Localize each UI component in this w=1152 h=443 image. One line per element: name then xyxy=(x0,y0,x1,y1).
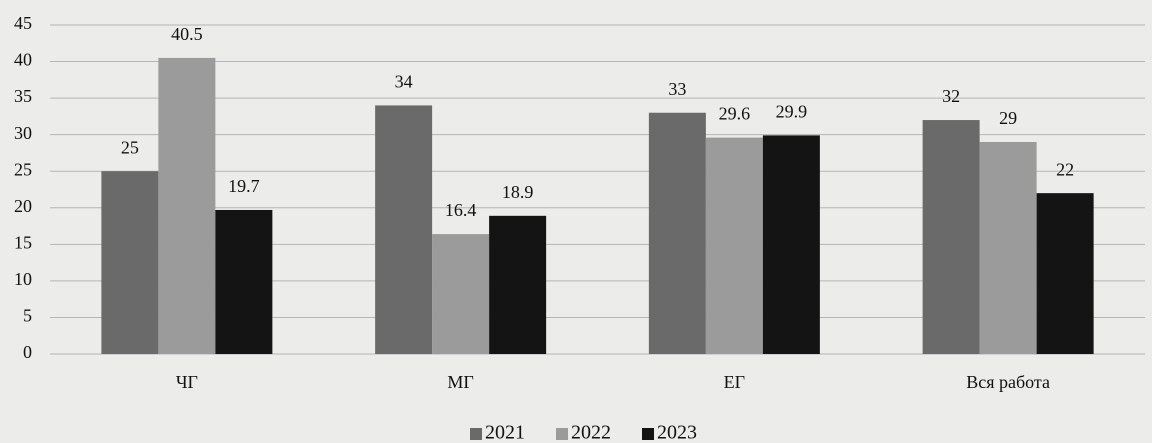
y-tick-label: 0 xyxy=(23,342,32,362)
bar xyxy=(762,135,820,354)
legend-label: 2022 xyxy=(571,422,611,443)
legend-swatch xyxy=(556,428,568,440)
value-label: 25 xyxy=(121,137,139,157)
value-label: 40.5 xyxy=(171,24,203,44)
y-tick-label: 35 xyxy=(14,86,32,106)
y-tick-label: 20 xyxy=(14,196,32,216)
value-label: 22 xyxy=(1056,159,1074,179)
value-label: 29.6 xyxy=(719,104,751,124)
value-label: 16.4 xyxy=(445,200,477,220)
value-label: 34 xyxy=(395,72,413,92)
bar xyxy=(648,112,706,354)
bar xyxy=(922,120,980,355)
legend-swatch xyxy=(470,428,482,440)
bar xyxy=(158,57,216,355)
bar xyxy=(489,215,547,354)
y-tick-label: 40 xyxy=(14,50,32,70)
value-label: 29.9 xyxy=(776,102,808,122)
y-tick-label: 10 xyxy=(14,269,32,289)
bar xyxy=(101,171,159,354)
value-label: 19.7 xyxy=(228,176,260,196)
x-tick-label: ЕГ xyxy=(724,372,745,392)
bar xyxy=(705,137,763,354)
bar xyxy=(432,234,490,354)
y-tick-label: 5 xyxy=(23,306,32,326)
legend-label: 2021 xyxy=(485,422,525,443)
value-label: 29 xyxy=(999,108,1017,128)
legend-label: 2023 xyxy=(657,422,697,443)
bar xyxy=(1036,193,1094,354)
x-tick-label: Вся работа xyxy=(966,372,1050,392)
y-tick-label: 25 xyxy=(14,159,32,179)
bar xyxy=(215,209,273,354)
bar xyxy=(979,141,1037,354)
y-tick-label: 15 xyxy=(14,232,32,252)
x-tick-label: МГ xyxy=(447,372,473,392)
y-tick-label: 30 xyxy=(14,123,32,143)
value-label: 33 xyxy=(668,79,686,99)
value-label: 32 xyxy=(942,86,960,106)
x-tick-label: ЧГ xyxy=(176,372,198,392)
legend-swatch xyxy=(642,428,654,440)
y-tick-label: 45 xyxy=(14,13,32,33)
value-label: 18.9 xyxy=(502,182,534,202)
bar xyxy=(375,105,433,354)
